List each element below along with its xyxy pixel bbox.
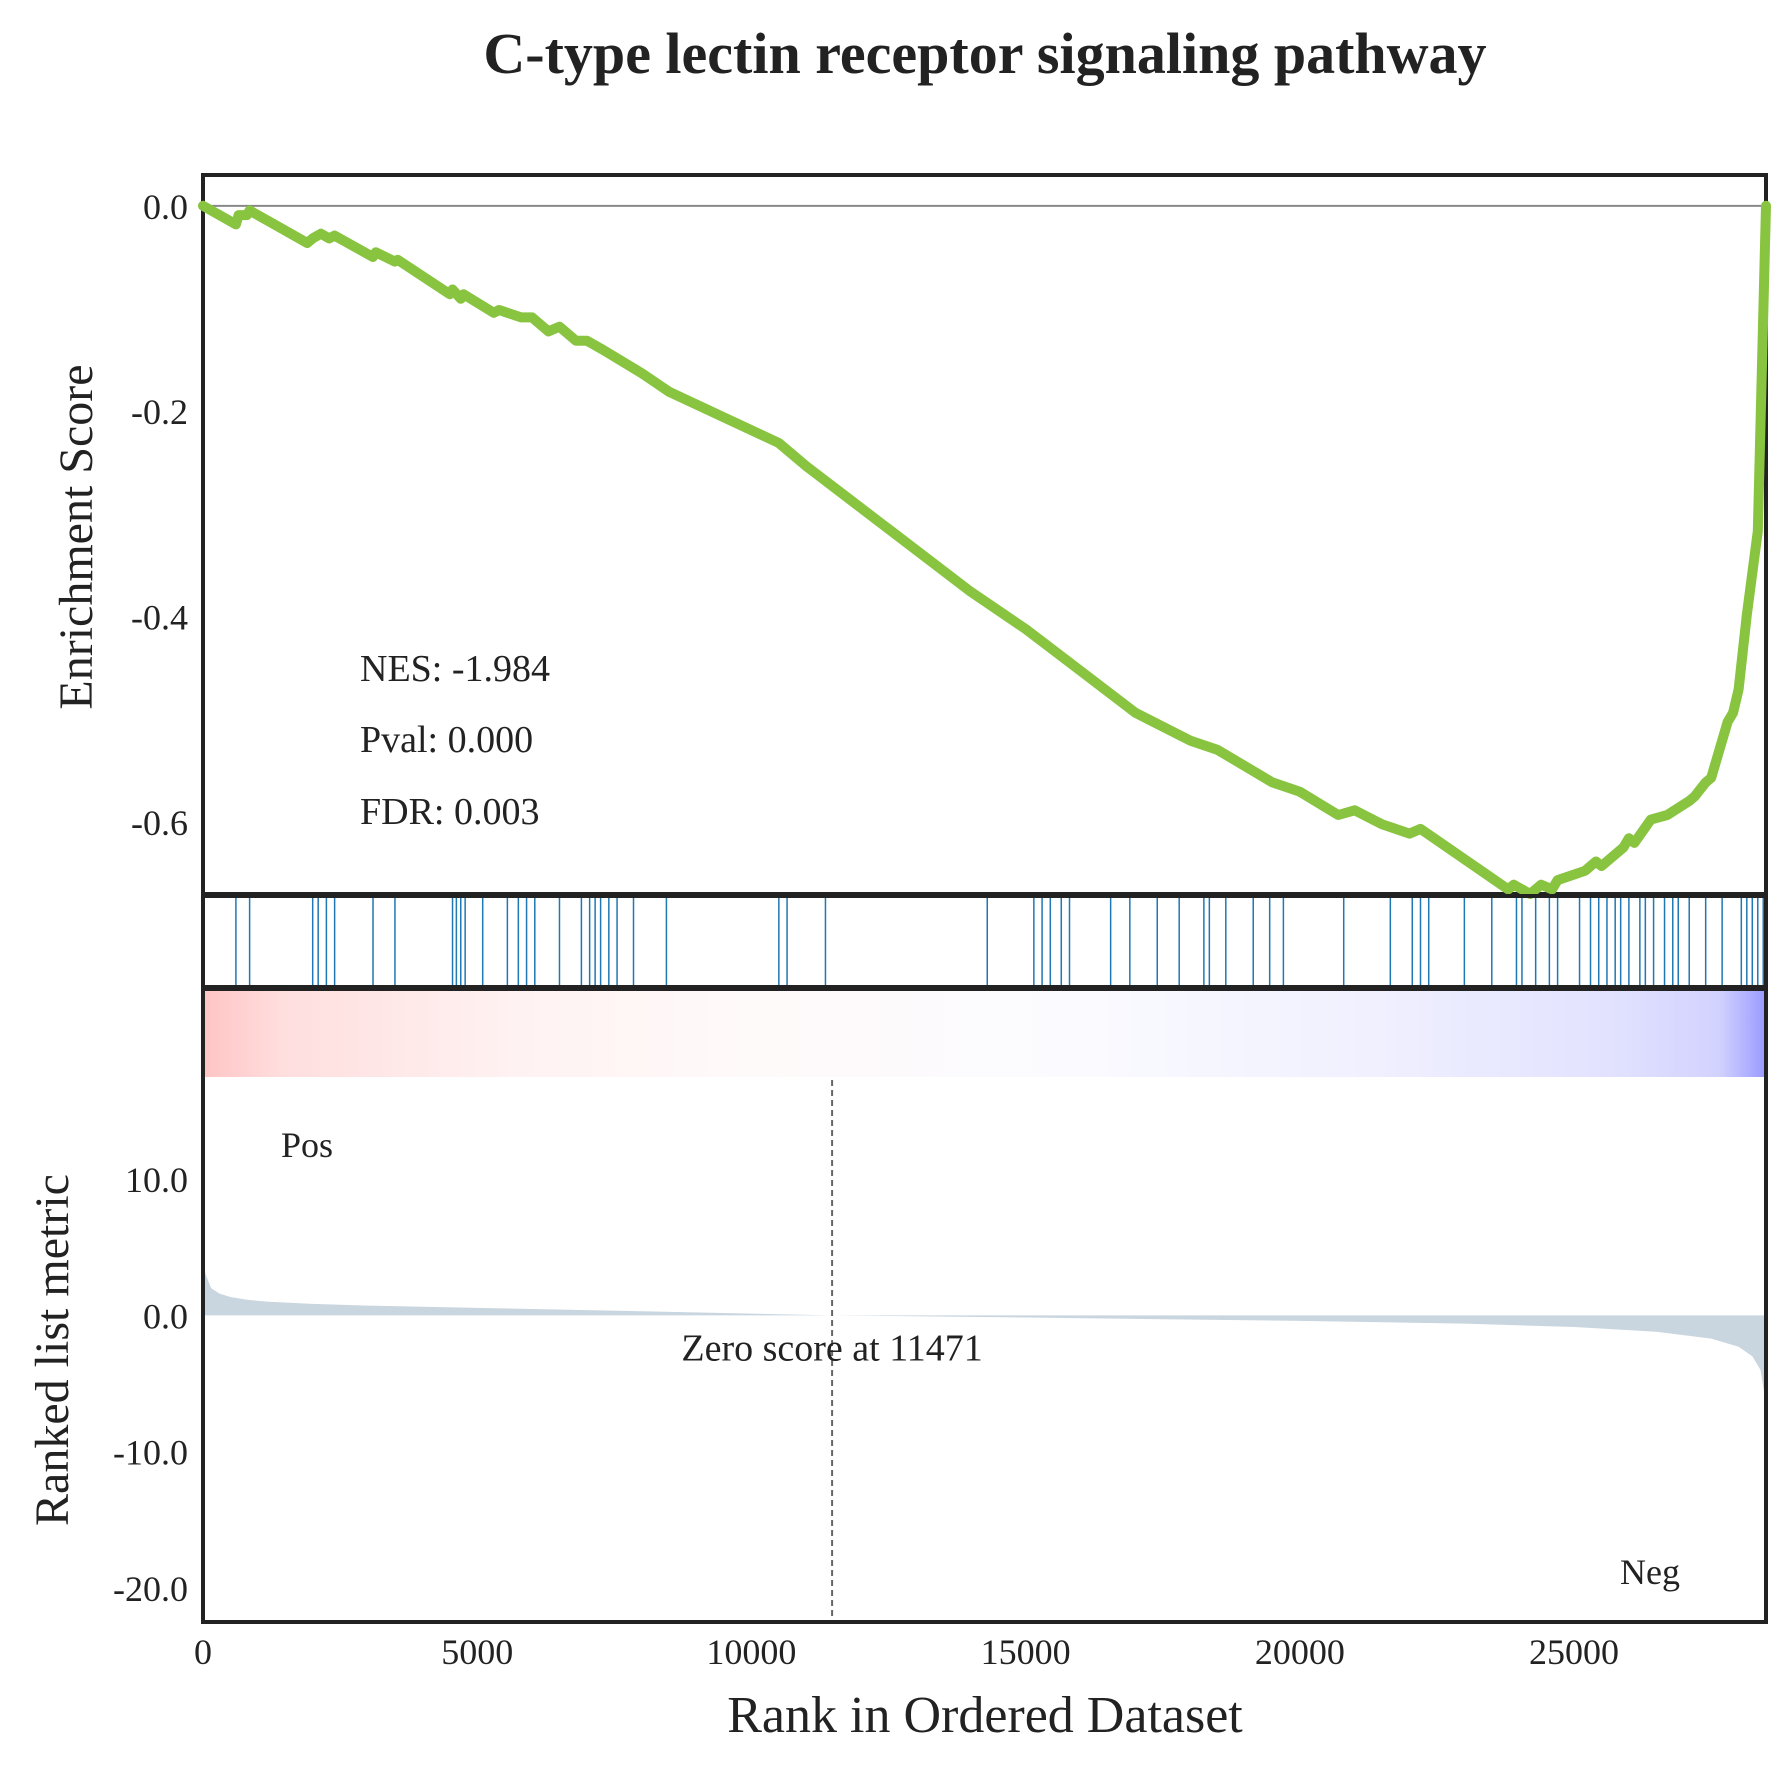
hits-panel bbox=[201, 894, 1768, 989]
metric-panel: Zero score at 11471 Pos Neg 10.0 0.0 -10.0… bbox=[26, 987, 1768, 1624]
x-axis-ticks: 0 5000 10000 15000 20000 25000 bbox=[194, 1632, 1619, 1672]
metric-ylabel: Ranked list metric bbox=[26, 1174, 79, 1526]
x-tick-label: 10000 bbox=[706, 1632, 796, 1672]
metric-y-tick-label: 10.0 bbox=[125, 1160, 188, 1200]
metric-y-tick-label: -20.0 bbox=[113, 1569, 188, 1609]
stat-nes: NES: -1.984 bbox=[360, 648, 550, 690]
metric-panel-frame bbox=[201, 987, 1768, 1624]
ranked-metric-area bbox=[203, 1260, 1766, 1425]
es-running-line bbox=[198, 200, 1771, 899]
x-tick-label: 5000 bbox=[441, 1632, 513, 1672]
x-tick-label: 15000 bbox=[981, 1632, 1071, 1672]
x-axis-label: Rank in Ordered Dataset bbox=[727, 1687, 1243, 1744]
zero-cross-label: Zero score at 11471 bbox=[681, 1327, 982, 1369]
gene-hit-marks bbox=[235, 898, 1765, 985]
pos-label: Pos bbox=[281, 1125, 333, 1165]
metric-y-tick-label: 0.0 bbox=[143, 1296, 188, 1336]
metric-y-ticks: 10.0 0.0 -10.0 -20.0 bbox=[113, 1160, 188, 1609]
stat-fdr: FDR: 0.003 bbox=[360, 791, 539, 833]
chart-title: C-type lectin receptor signaling pathway bbox=[483, 21, 1486, 86]
es-y-tick-label: -0.6 bbox=[131, 803, 188, 843]
x-tick-label: 25000 bbox=[1529, 1632, 1619, 1672]
es-y-ticks: 0.0 -0.2 -0.4 -0.6 bbox=[131, 187, 188, 843]
es-y-tick-label: -0.2 bbox=[131, 392, 188, 432]
x-tick-label: 0 bbox=[194, 1632, 212, 1672]
rank-color-bar bbox=[203, 989, 1766, 1077]
es-y-tick-label: -0.4 bbox=[131, 598, 188, 638]
hits-panel-frame bbox=[201, 894, 1768, 989]
es-y-tick-label: 0.0 bbox=[143, 187, 188, 227]
metric-y-tick-label: -10.0 bbox=[113, 1433, 188, 1473]
es-panel: 0.0 -0.2 -0.4 -0.6 NES: -1.984 Pval: 0.000 … bbox=[50, 173, 1771, 899]
stat-pval: Pval: 0.000 bbox=[360, 719, 533, 761]
es-stats: NES: -1.984 Pval: 0.000 FDR: 0.003 bbox=[360, 648, 550, 833]
neg-label: Neg bbox=[1620, 1552, 1680, 1592]
es-ylabel: Enrichment Score bbox=[50, 364, 103, 709]
x-tick-label: 20000 bbox=[1255, 1632, 1345, 1672]
